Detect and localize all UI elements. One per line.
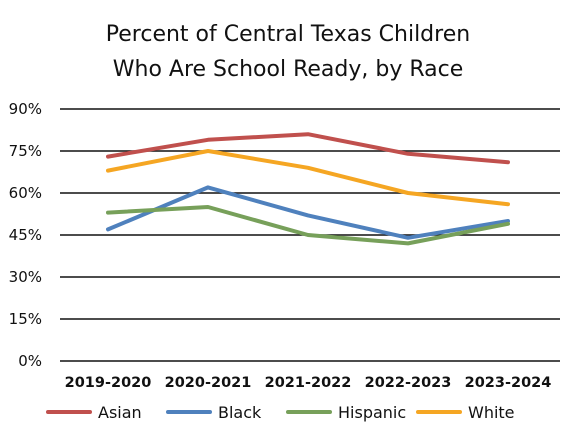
y-tick-label: 15% bbox=[9, 310, 42, 328]
x-axis-ticks: 2019-2020 2020-2021 2021-2022 2022-2023 2023… bbox=[65, 375, 552, 391]
y-tick-label: 45% bbox=[9, 226, 42, 244]
x-tick-label: 2019-2020 bbox=[65, 375, 152, 391]
series-lines bbox=[106, 132, 510, 246]
y-tick-label: 60% bbox=[9, 184, 42, 202]
legend-label: Black bbox=[218, 403, 262, 422]
series-line-hispanic bbox=[106, 205, 510, 246]
series-line-asian bbox=[106, 132, 510, 165]
x-tick-label: 2023-2024 bbox=[465, 375, 552, 391]
y-axis-ticks: 0% 15% 30% 45% 60% 75% 90% bbox=[9, 100, 42, 370]
legend-label: White bbox=[468, 403, 515, 422]
legend: Asian Black Hispanic White bbox=[46, 403, 515, 422]
y-tick-label: 30% bbox=[9, 268, 42, 286]
x-tick-label: 2022-2023 bbox=[365, 375, 452, 391]
x-tick-label: 2021-2022 bbox=[265, 375, 352, 391]
series-line-black bbox=[106, 185, 510, 240]
legend-label: Asian bbox=[98, 403, 142, 422]
chart-title-line-2: Who Are School Ready, by Race bbox=[113, 57, 464, 82]
y-tick-label: 75% bbox=[9, 142, 42, 160]
series-line-white bbox=[106, 149, 510, 207]
x-tick-label: 2020-2021 bbox=[165, 375, 252, 391]
y-tick-label: 90% bbox=[9, 100, 42, 118]
y-tick-label: 0% bbox=[18, 352, 42, 370]
chart-title-line-1: Percent of Central Texas Children bbox=[106, 22, 470, 47]
legend-label: Hispanic bbox=[338, 403, 406, 422]
